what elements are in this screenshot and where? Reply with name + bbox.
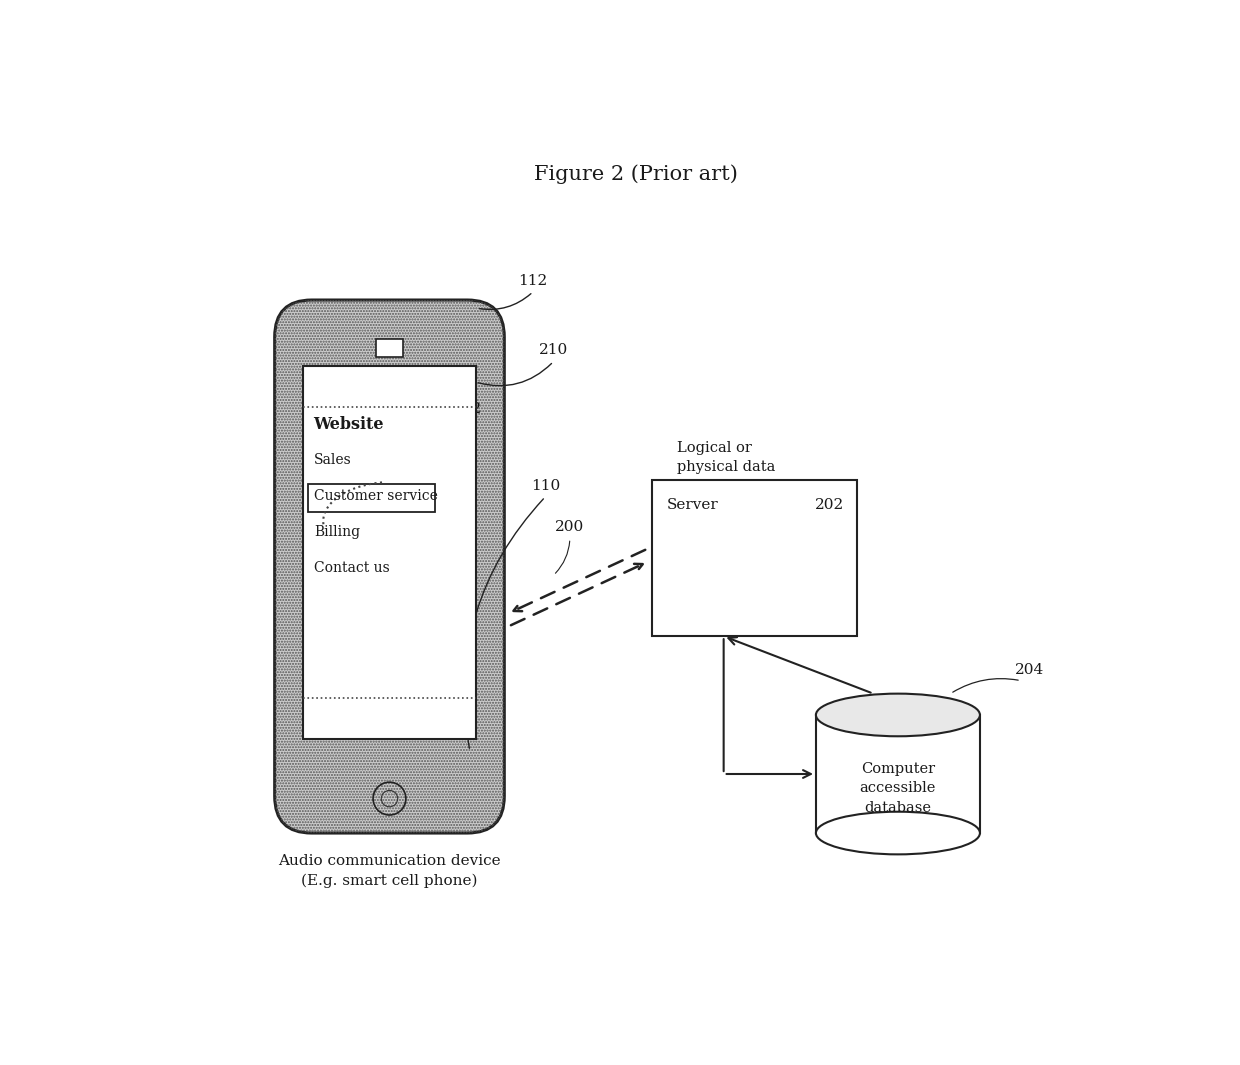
Ellipse shape — [816, 812, 980, 854]
Text: 214: 214 — [436, 479, 465, 493]
Text: Audio communication device
(E.g. smart cell phone): Audio communication device (E.g. smart c… — [278, 853, 501, 887]
Text: 112: 112 — [518, 274, 548, 288]
Text: Website: Website — [314, 416, 383, 433]
Bar — [816, 715, 980, 833]
Text: 212: 212 — [453, 403, 482, 416]
Text: Figure 2 (Prior art): Figure 2 (Prior art) — [533, 165, 738, 184]
Text: 200: 200 — [556, 520, 584, 535]
Text: Sales: Sales — [314, 453, 352, 466]
Text: Billing: Billing — [314, 525, 360, 539]
Text: 202: 202 — [816, 498, 844, 512]
Ellipse shape — [816, 693, 980, 736]
Text: Contact us: Contact us — [314, 561, 389, 575]
FancyBboxPatch shape — [304, 365, 476, 739]
Text: Customer service: Customer service — [314, 489, 438, 503]
Text: Server: Server — [667, 498, 718, 512]
Text: 110: 110 — [531, 479, 560, 493]
Text: 210: 210 — [539, 343, 568, 358]
Text: Computer
accessible
database: Computer accessible database — [859, 761, 936, 815]
FancyBboxPatch shape — [309, 484, 435, 511]
FancyBboxPatch shape — [275, 300, 505, 833]
Text: 204: 204 — [1014, 662, 1044, 676]
Bar — [377, 339, 403, 357]
Text: Logical or
physical data
channel: Logical or physical data channel — [677, 441, 775, 494]
FancyBboxPatch shape — [652, 480, 857, 636]
